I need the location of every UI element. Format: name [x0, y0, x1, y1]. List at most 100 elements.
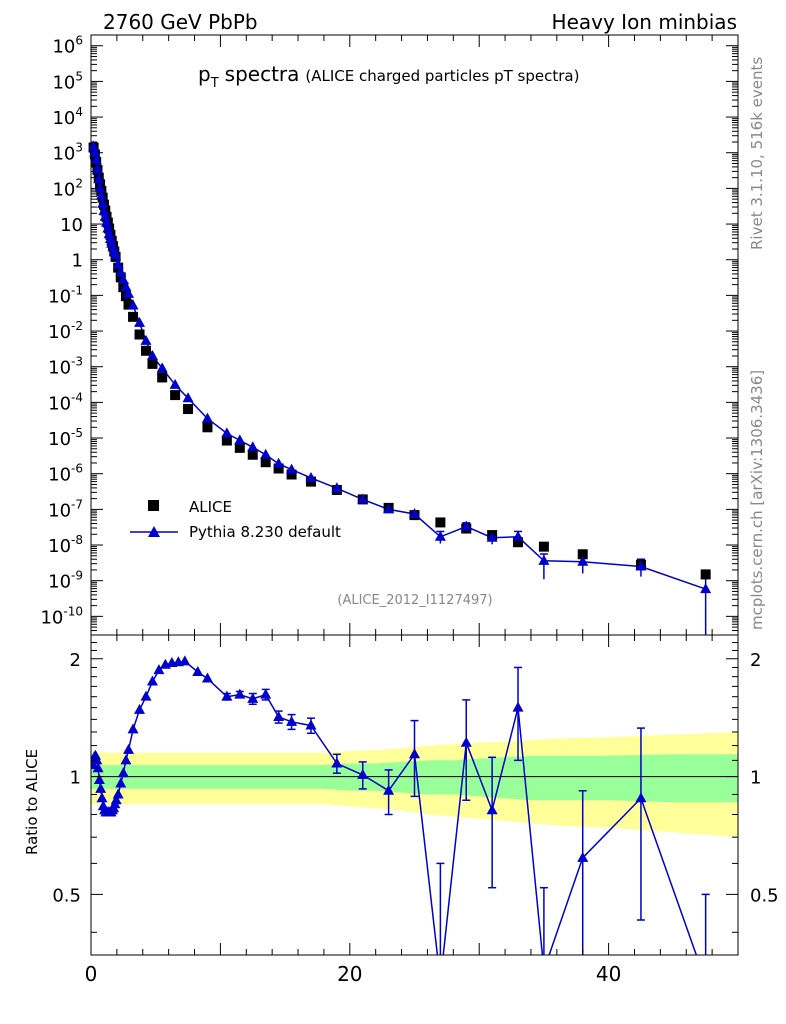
main-y-tick-label: 10-6	[48, 462, 83, 486]
ratio-point	[486, 804, 498, 815]
ratio-point	[123, 743, 135, 754]
alice-point	[234, 442, 245, 453]
pythia-point	[89, 146, 101, 157]
ratio-point	[331, 757, 343, 768]
ratio-point	[460, 736, 472, 747]
pythia-point	[101, 216, 113, 227]
legend-pythia-marker	[148, 526, 160, 537]
pythia-point	[234, 434, 246, 445]
plot-title-sub: T	[210, 76, 219, 91]
pythia-point	[460, 520, 472, 531]
pythia-point	[95, 189, 107, 200]
ratio-point	[91, 754, 103, 765]
main-y-tick-label: 106	[52, 34, 83, 58]
ratio-point	[127, 723, 139, 734]
main-y-tick-label: 10-10	[40, 604, 83, 628]
ratio-point	[201, 672, 213, 683]
pythia-point	[486, 531, 498, 542]
ratio-x-tick-label: 20	[337, 962, 362, 986]
pythia-point	[90, 154, 102, 165]
ratio-point	[153, 664, 165, 675]
pythia-point	[99, 210, 111, 221]
pythia-point	[700, 583, 712, 594]
ratio-y-tick-label-right: 2	[750, 650, 761, 671]
main-y-tick-label: 1	[72, 251, 83, 272]
ratio-point	[179, 655, 191, 666]
main-y-tick-label: 10-7	[48, 497, 83, 521]
main-y-tick-label: 10-8	[48, 533, 83, 557]
plot-subtitle: (ALICE charged particles pT spectra)	[305, 67, 579, 85]
main-y-tick-label: 103	[52, 141, 83, 165]
ratio-y-tick-label-left: 1	[70, 768, 81, 789]
ratio-ylabel: Ratio to ALICE	[23, 749, 41, 855]
alice-point	[157, 372, 168, 383]
alice-point	[134, 329, 145, 340]
pythia-point	[98, 205, 110, 216]
alice-point	[123, 299, 134, 310]
pythia-point	[635, 560, 647, 571]
alice-point	[435, 517, 446, 528]
pythia-point	[383, 503, 395, 514]
mcplots-url-label: mcplots.cern.ch [arXiv:1306.3436]	[748, 370, 766, 630]
main-y-tick-label: 10-9	[48, 569, 83, 593]
alice-point	[247, 449, 258, 460]
alice-point	[577, 549, 588, 560]
ratio-point	[95, 782, 107, 793]
alice-point	[115, 272, 126, 283]
main-frame	[90, 34, 739, 636]
pythia-point	[94, 182, 106, 193]
plot-title-main: p	[198, 62, 211, 86]
pythia-point	[97, 197, 109, 208]
ratio-point	[383, 784, 395, 795]
ratio-point	[110, 794, 122, 805]
alice-point	[128, 311, 139, 322]
alice-point	[183, 404, 194, 415]
pythia-point	[409, 508, 420, 519]
ratio-y-tick-label-right: 1	[750, 768, 761, 789]
ratio-y-tick-label-left: 2	[70, 650, 81, 671]
pythia-point	[88, 140, 100, 151]
main-y-tick-label: 102	[52, 176, 83, 200]
pythia-point	[156, 362, 168, 373]
main-plot: 10-10 10-9 10-8 10-7 10-6 10-5 10-4 10-3 10-2 10-…	[40, 34, 739, 636]
alice-point	[513, 537, 524, 548]
ratio-y-tick-label-right: 0.5	[750, 885, 779, 906]
pythia-point	[273, 457, 285, 468]
pythia-point	[260, 448, 272, 459]
ratio-point	[221, 690, 233, 701]
pythia-point	[182, 392, 194, 403]
ratio-point	[305, 719, 317, 730]
rivet-version-label: Rivet 3.1.10, 516k events	[748, 57, 766, 250]
ratio-point	[286, 715, 298, 726]
alice-point	[147, 358, 158, 369]
legend-pythia-label: Pythia 8.230 default	[189, 523, 341, 541]
plot-title: pT spectra (ALICE charged particles pT spe…	[198, 62, 579, 91]
ratio-point	[92, 762, 104, 773]
alice-point	[260, 457, 271, 468]
process-label: Heavy Ion minbias	[552, 10, 737, 34]
alice-point	[700, 569, 711, 580]
pythia-line	[92, 146, 706, 590]
ratio-point	[93, 773, 105, 784]
alice-point	[170, 390, 181, 401]
pythia-point	[305, 471, 317, 482]
pythia-point	[221, 427, 233, 438]
ratio-point	[577, 851, 589, 862]
alice-point	[202, 422, 213, 433]
ratio-point	[140, 690, 152, 701]
ratio-point	[134, 703, 146, 714]
ratio-point	[247, 692, 259, 703]
pythia-point	[169, 378, 181, 389]
main-y-tick-label: 10-3	[48, 355, 83, 379]
pythia-point	[331, 482, 343, 493]
legend-alice-label: ALICE	[189, 498, 232, 516]
ratio-point	[91, 749, 102, 760]
pythia-point	[286, 463, 298, 474]
pythia-point	[93, 173, 105, 184]
pythia-point	[512, 530, 524, 541]
legend-alice-marker	[148, 500, 159, 511]
analysis-tag: (ALICE_2012_I1127497)	[337, 593, 492, 608]
pythia-point	[247, 441, 259, 452]
plot-title-word: spectra	[225, 62, 300, 86]
